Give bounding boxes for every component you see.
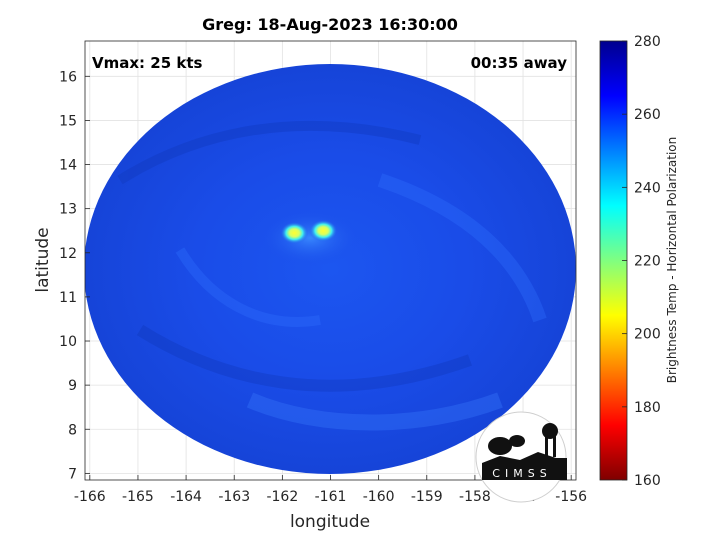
- y-tick-label: 14: [59, 158, 77, 174]
- convective-cells: [280, 219, 338, 244]
- swath-texture: [117, 120, 547, 431]
- x-axis-label: longitude: [290, 512, 370, 532]
- vmax-label: Vmax: 25 kts: [92, 54, 202, 72]
- x-tick-label: -164: [170, 489, 202, 505]
- core-glow: [260, 210, 360, 266]
- x-tick-label: -160: [363, 489, 395, 505]
- x-tick-label: -162: [266, 489, 298, 505]
- colorbar-tick-label: 260: [634, 107, 661, 123]
- colorbar-ticks: 280 260 240 220 200 180 160: [622, 34, 661, 489]
- scan-swath: [85, 64, 576, 474]
- y-tick-label: 16: [59, 69, 77, 85]
- colorbar-tick-label: 180: [634, 400, 661, 416]
- logo-text: CIMSS: [492, 467, 551, 480]
- colorbar-tick-label: 280: [634, 34, 661, 50]
- x-tick-label: -161: [315, 489, 347, 505]
- x-tick-label: -158: [459, 489, 491, 505]
- convective-cell: [280, 221, 309, 244]
- y-tick-label: 12: [59, 246, 77, 262]
- y-tick-label: 9: [68, 378, 77, 394]
- x-tick-label: -156: [555, 489, 587, 505]
- x-tick-label: -159: [411, 489, 443, 505]
- convective-cell: [309, 219, 338, 242]
- x-tick-label: -165: [122, 489, 154, 505]
- colorbar-tick-label: 200: [634, 327, 661, 343]
- y-tick-label: 13: [59, 202, 77, 218]
- y-tick-label: 8: [68, 422, 77, 438]
- cimss-logo: CIMSS: [475, 411, 567, 503]
- time-away-label: 00:35 away: [471, 54, 568, 72]
- y-tick-label: 10: [59, 334, 77, 350]
- figure-title: Greg: 18-Aug-2023 16:30:00: [202, 15, 458, 34]
- y-axis-label: latitude: [33, 227, 53, 292]
- colorbar-tick-label: 160: [634, 473, 661, 489]
- y-tick-label: 7: [68, 466, 77, 482]
- y-tick-label: 15: [59, 113, 77, 129]
- y-tick-label: 11: [59, 290, 77, 306]
- y-ticks: 7 8 9 10 11 12 13 14 15 16: [59, 69, 90, 482]
- colorbar-label: Brightness Temp - Horizontal Polarizatio…: [665, 137, 679, 384]
- x-tick-label: -166: [74, 489, 106, 505]
- colorbar-tick-label: 220: [634, 254, 661, 270]
- x-tick-label: -163: [218, 489, 250, 505]
- colorbar-tick-label: 240: [634, 180, 661, 196]
